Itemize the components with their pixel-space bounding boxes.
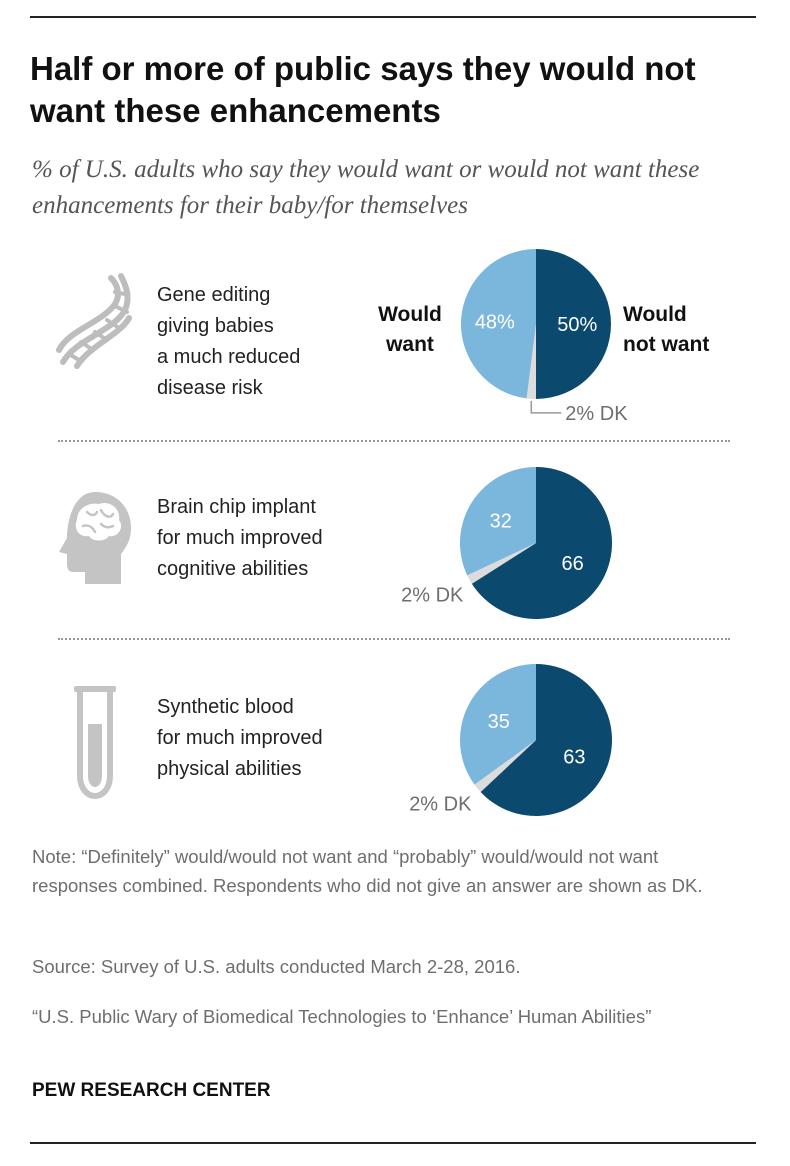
slice-would-not-want <box>471 467 612 619</box>
dk-label: 2% DK <box>401 585 464 607</box>
footnote: Note: “Definitely” would/would not want … <box>32 846 703 896</box>
legend-would-not-want: Would <box>623 303 687 326</box>
chart-title: Half or more of public says they would n… <box>30 50 696 129</box>
divider <box>58 638 730 640</box>
dk-label: 2% DK <box>409 793 472 815</box>
top-rule <box>30 16 756 18</box>
brand-logo-text: PEW RESEARCH CENTER <box>32 1080 271 1101</box>
slice-would-want <box>460 467 536 576</box>
legend-would-want: Would <box>378 303 442 326</box>
value-label-would-want: 32 <box>490 511 512 533</box>
item-label-brain-chip: Brain chip implant for much improved cog… <box>157 496 323 580</box>
pie-chart-synthetic-blood: 63 35 2% DK <box>409 664 612 816</box>
value-label-would-not-want: 66 <box>562 553 584 575</box>
value-label-would-want: 35 <box>488 711 510 733</box>
value-label-would-want: 48% <box>475 311 515 333</box>
legend-would-not-want: not want <box>623 333 709 356</box>
bottom-rule <box>30 1142 756 1144</box>
slice-dk <box>526 324 536 399</box>
dk-leader-line <box>530 400 562 414</box>
pie-chart-gene-editing: 50% 48% 2% DK Would want Would not want <box>378 249 709 425</box>
slice-dk <box>467 543 536 584</box>
dk-label: 2% DK <box>565 403 628 425</box>
pie-chart-brain-chip: 66 32 2% DK <box>401 467 612 619</box>
slice-would-not-want <box>480 664 612 816</box>
dna-icon <box>56 273 132 369</box>
brain-head-icon <box>59 492 131 584</box>
divider <box>58 440 730 442</box>
report-title: “U.S. Public Wary of Biomedical Technolo… <box>32 1006 652 1027</box>
slice-would-not-want <box>536 249 611 399</box>
value-label-would-not-want: 63 <box>563 747 585 769</box>
source-note: Source: Survey of U.S. adults conducted … <box>32 956 521 977</box>
item-label-synthetic-blood: Synthetic blood for much improved physic… <box>157 696 323 780</box>
item-label-gene-editing: Gene editing giving babies a much reduce… <box>157 284 301 399</box>
value-label-would-not-want: 50% <box>557 314 597 336</box>
slice-dk <box>474 740 536 793</box>
test-tube-icon <box>74 686 116 800</box>
slice-would-want <box>460 664 536 785</box>
slice-would-want <box>461 249 536 399</box>
legend-would-want: want <box>385 333 434 356</box>
chart-subtitle: % of U.S. adults who say they would want… <box>32 156 700 219</box>
